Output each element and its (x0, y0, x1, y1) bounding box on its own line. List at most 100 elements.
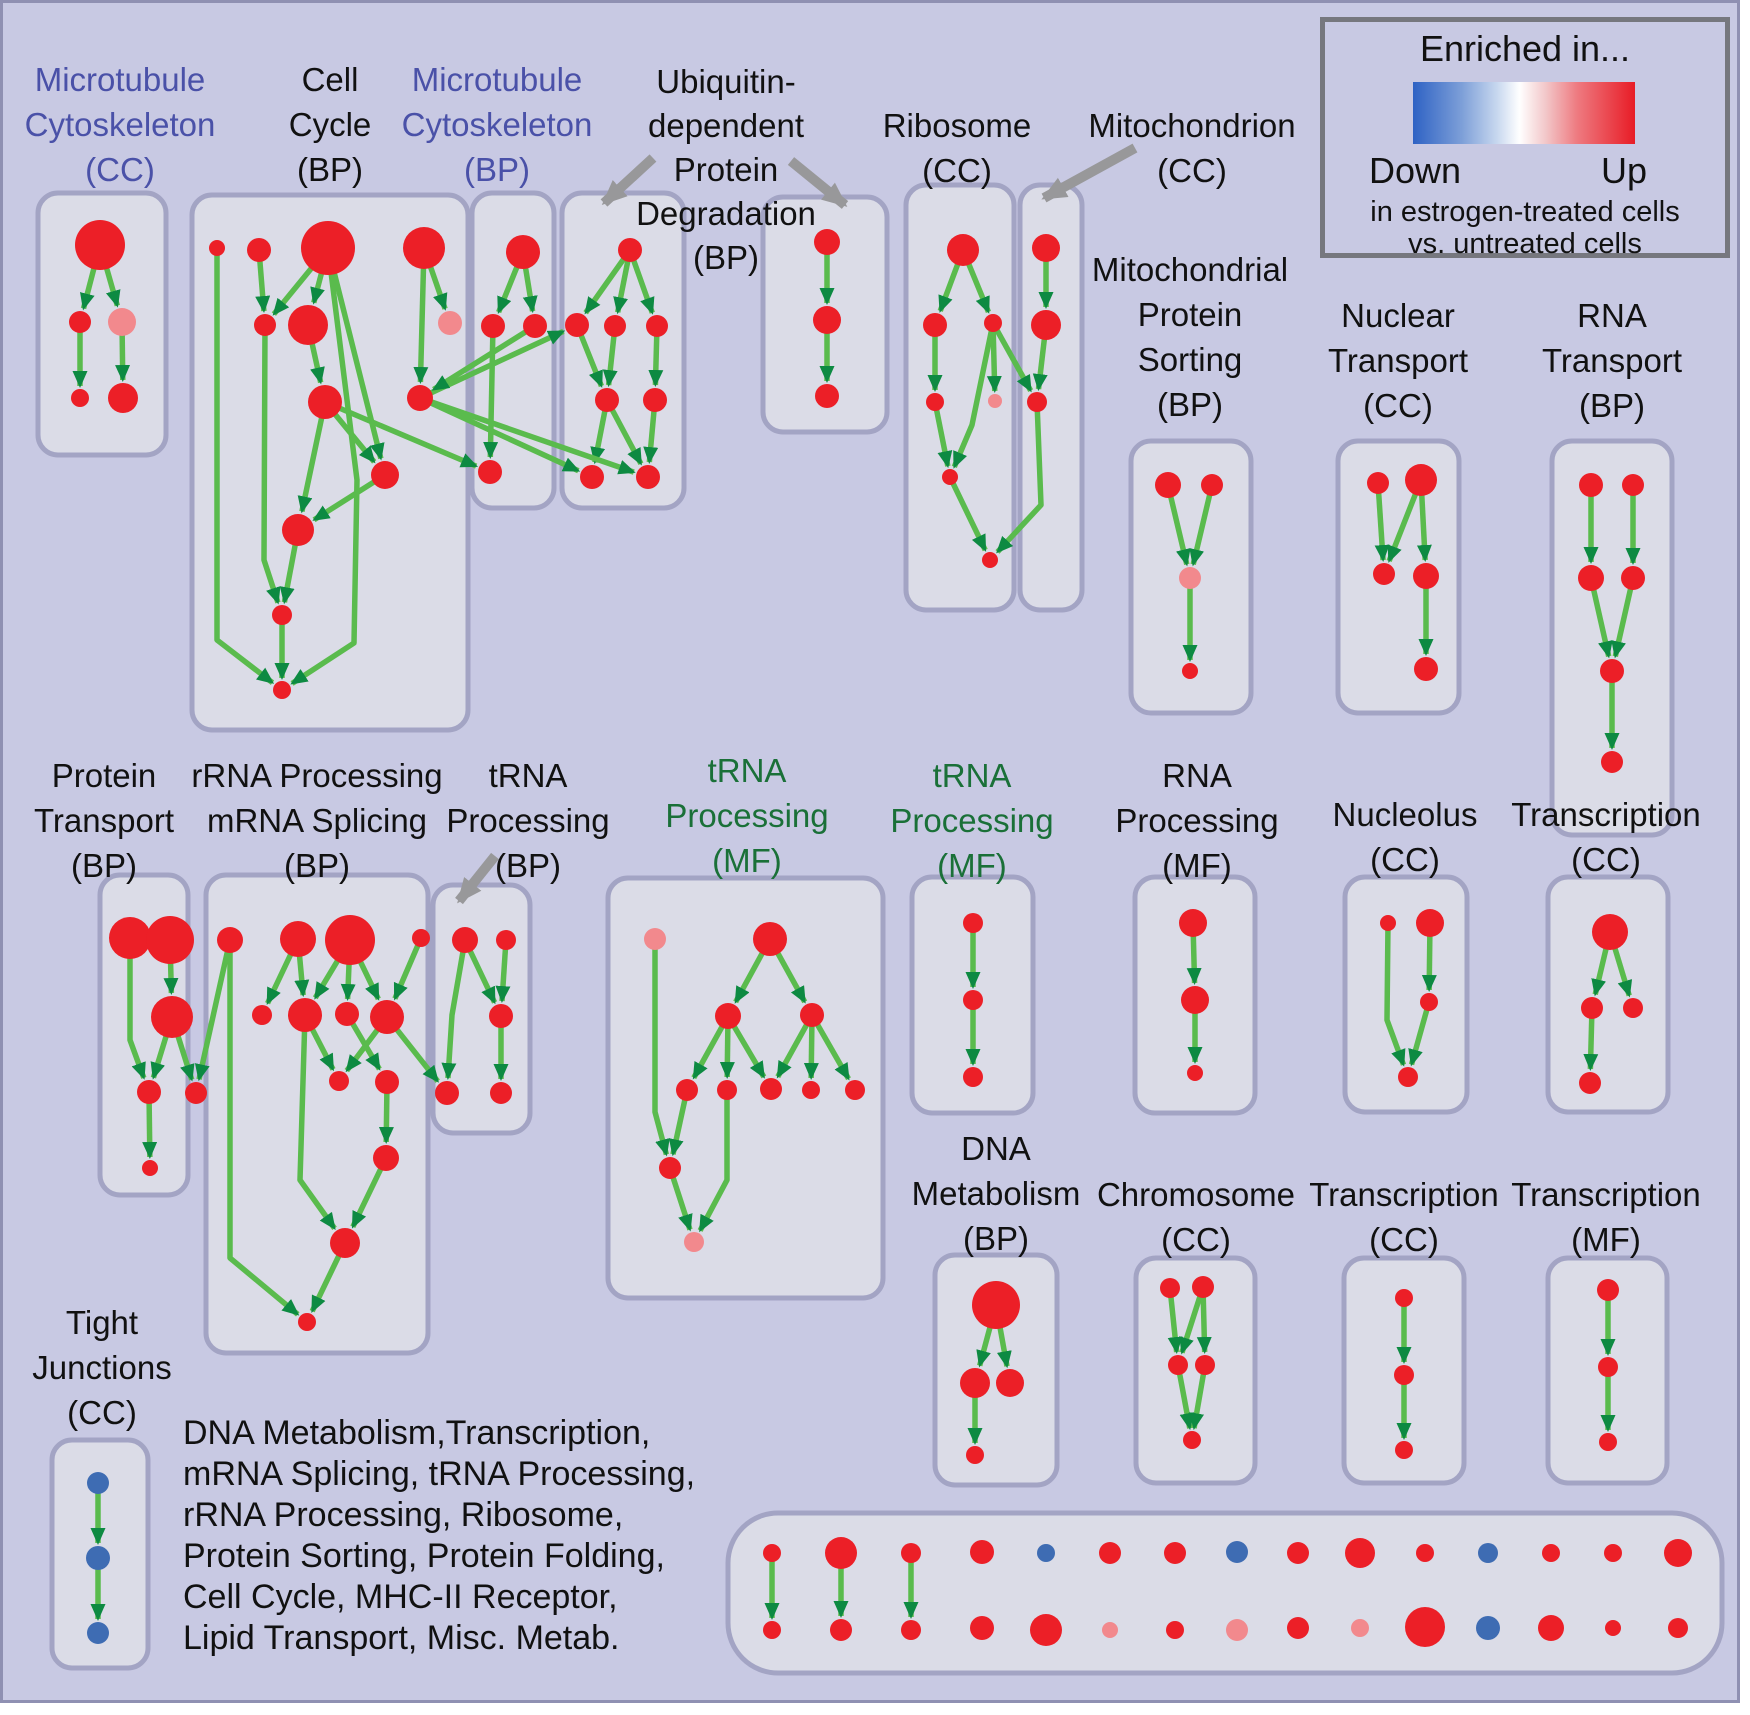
node-bt2 (825, 1537, 857, 1569)
edge-t3-r7 (995, 401, 1044, 554)
node-w3 (87, 1622, 109, 1644)
node-u3b (636, 465, 660, 489)
edge-b4-b8 (392, 936, 424, 1001)
node-bb12 (1476, 1616, 1500, 1640)
node-h1 (1380, 915, 1396, 931)
ribosome-box (903, 182, 1017, 613)
node-e10 (659, 1157, 681, 1179)
edge-k4-k5 (1189, 1364, 1208, 1431)
node-bb4 (970, 1616, 994, 1640)
node-e5 (676, 1079, 698, 1101)
node-a4 (137, 1080, 161, 1104)
edge-r6-r7 (947, 475, 988, 552)
edge-k1-k3 (1167, 1287, 1183, 1355)
node-c3 (301, 221, 355, 275)
node-d1 (452, 927, 478, 953)
node-b4 (412, 929, 430, 947)
nodes (69, 220, 1692, 1647)
edge-k2-k3 (1179, 1286, 1206, 1355)
dna-metabolism-box (932, 1252, 1060, 1488)
node-bb3 (901, 1620, 921, 1640)
node-u3a (580, 465, 604, 489)
edge-a1-a4 (127, 938, 147, 1080)
node-c2 (247, 238, 271, 262)
annotation-arrow-2 (787, 157, 849, 209)
node-mc5 (108, 383, 138, 413)
legend-up-label: Up (1600, 150, 1647, 191)
miscellaneous-box (725, 1510, 1725, 1676)
node-b10 (375, 1070, 399, 1094)
node-j3 (996, 1369, 1024, 1397)
node-u0 (618, 238, 642, 262)
node-b1 (217, 927, 243, 953)
edge-m2-m4 (483, 325, 499, 460)
legend-subtitle-line2: vs. untreated cells (1408, 228, 1642, 260)
node-b9 (329, 1071, 349, 1091)
node-r5 (988, 394, 1002, 408)
edge-m3-c9 (431, 323, 537, 392)
node-bt5 (1037, 1544, 1055, 1562)
node-bb14 (1605, 1620, 1621, 1636)
node-p3 (1179, 567, 1201, 589)
node-u2a (595, 388, 619, 412)
node-j2 (960, 1368, 990, 1398)
edge-e4-e9 (809, 1013, 851, 1081)
node-d4 (435, 1081, 459, 1105)
node-bt15 (1664, 1539, 1692, 1567)
node-g2 (1181, 986, 1209, 1014)
node-b8 (370, 1000, 404, 1034)
node-c6 (288, 305, 328, 345)
edge-u0-u1a (583, 248, 633, 315)
edge-c9-u3b (419, 395, 636, 475)
edges (72, 242, 1641, 1621)
node-i1 (1592, 914, 1628, 950)
node-k1 (1160, 1278, 1180, 1298)
node-c10 (371, 461, 399, 489)
annotation-arrow-3 (1041, 143, 1138, 203)
node-d2 (496, 930, 516, 950)
node-b7 (335, 1002, 359, 1026)
node-l1 (1395, 1289, 1413, 1307)
node-k5 (1183, 1431, 1201, 1449)
transcription-cc-mid-box (1545, 874, 1671, 1115)
node-bt9 (1287, 1542, 1309, 1564)
node-u1c (646, 315, 668, 337)
node-q5 (1414, 657, 1438, 681)
node-r4 (926, 393, 944, 411)
edge-c1-c13 (214, 248, 275, 685)
node-b13 (298, 1313, 316, 1331)
node-u1a (565, 313, 589, 337)
node-t2 (1031, 310, 1061, 340)
node-t1 (1032, 234, 1060, 262)
node-q1 (1367, 472, 1389, 494)
node-n3 (1599, 1433, 1617, 1451)
node-e9 (845, 1080, 865, 1100)
node-v2 (813, 306, 841, 334)
node-g3 (1187, 1065, 1203, 1081)
node-mc2 (69, 311, 91, 333)
node-t3 (1027, 392, 1047, 412)
node-a2 (146, 916, 194, 964)
node-m2 (481, 314, 505, 338)
rna-transport-box (1549, 438, 1675, 838)
node-bb10 (1351, 1619, 1369, 1637)
node-p2 (1201, 474, 1223, 496)
node-j4 (966, 1446, 984, 1464)
node-b5 (252, 1005, 272, 1025)
node-m1 (506, 235, 540, 269)
node-bb13 (1538, 1615, 1564, 1641)
node-r7 (982, 552, 998, 568)
edge-u2a-u3b (604, 398, 644, 466)
node-i3 (1623, 998, 1643, 1018)
node-f1 (963, 913, 983, 933)
node-h2 (1416, 909, 1444, 937)
nuclear-transport-box (1335, 438, 1462, 716)
node-bt12 (1478, 1543, 1498, 1563)
node-s1 (1579, 473, 1603, 497)
node-v3 (815, 384, 839, 408)
node-bt10 (1345, 1538, 1375, 1568)
edge-s4-s5 (1611, 577, 1636, 659)
node-f3 (963, 1067, 983, 1087)
node-c4 (403, 227, 445, 269)
